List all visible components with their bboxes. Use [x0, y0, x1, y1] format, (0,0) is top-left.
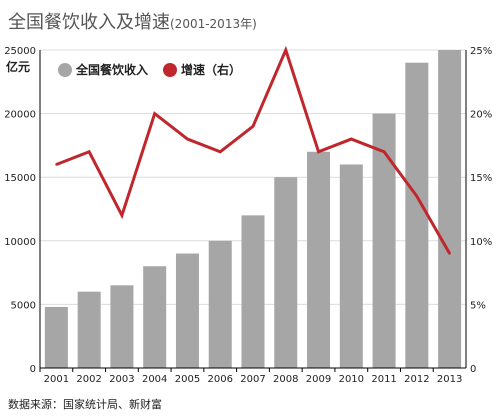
bar-2006 [208, 240, 232, 368]
x-tick-label: 2001 [44, 374, 69, 385]
x-tick-label: 2007 [240, 374, 265, 385]
title-subtitle: (2001-2013年) [170, 17, 257, 31]
bar-2009 [307, 151, 331, 368]
growth-point-2003 [120, 214, 124, 217]
bar-2008 [274, 177, 298, 368]
y-right-tick-label: 15% [470, 173, 492, 184]
growth-point-2011 [382, 150, 386, 153]
growth-point-2008 [284, 48, 287, 52]
x-tick-label: 2006 [208, 374, 233, 385]
y-right-tick-label: 5% [470, 300, 486, 311]
growth-point-2006 [219, 150, 222, 153]
x-tick-label: 2008 [273, 374, 298, 385]
x-tick-label: 2002 [76, 374, 101, 385]
y-right-tick-label: 20% [470, 110, 492, 121]
y-left-tick-label: 25000 [4, 46, 36, 57]
legend-line-swatch [163, 63, 177, 77]
legend-line-label: 增速（右） [181, 62, 241, 77]
bar-2004 [143, 266, 167, 368]
growth-point-2004 [153, 112, 156, 115]
growth-point-2012 [415, 195, 419, 198]
bar-2002 [77, 291, 101, 368]
bar-2003 [110, 285, 134, 368]
legend-bar-swatch [58, 63, 72, 77]
y-left-tick-label: 10000 [4, 237, 36, 248]
growth-point-2002 [87, 150, 91, 153]
bar-2005 [175, 253, 199, 368]
x-tick-label: 2013 [437, 374, 462, 385]
y-left-tick-label: 15000 [4, 173, 36, 184]
growth-point-2007 [251, 125, 255, 128]
source-note: 数据来源：国家统计局、新财富 [8, 398, 162, 411]
y-right-tick-label: 0 [470, 364, 476, 375]
bar-2001 [44, 306, 68, 368]
y-right-tick-label: 25% [470, 46, 492, 57]
x-tick-label: 2012 [404, 374, 429, 385]
bar-2007 [241, 215, 265, 368]
left-axis-unit: 亿元 [6, 60, 31, 74]
growth-point-2013 [448, 252, 451, 255]
x-tick-label: 2009 [306, 374, 331, 385]
title-main: 全国餐饮收入及增速 [8, 12, 170, 33]
x-tick-label: 2003 [109, 374, 134, 385]
x-tick-label: 2005 [175, 374, 200, 385]
y-left-tick-label: 0 [30, 364, 36, 375]
y-left-tick-label: 20000 [4, 110, 36, 121]
y-right-tick-label: 10% [470, 237, 492, 248]
y-left-tick-label: 5000 [11, 300, 36, 311]
bar-2013 [438, 50, 462, 368]
legend-bar-label: 全国餐饮收入 [75, 62, 148, 77]
x-tick-label: 2010 [339, 374, 364, 385]
growth-point-2010 [350, 137, 353, 141]
bar-2012 [405, 62, 429, 368]
growth-point-2001 [55, 163, 58, 166]
chart-title: 全国餐饮收入及增速(2001-2013年) [8, 8, 257, 34]
growth-point-2005 [186, 137, 189, 141]
growth-point-2009 [317, 150, 320, 153]
x-tick-label: 2011 [371, 374, 396, 385]
x-tick-label: 2004 [142, 374, 167, 385]
bar-2011 [372, 113, 396, 368]
bar-2010 [339, 164, 363, 368]
